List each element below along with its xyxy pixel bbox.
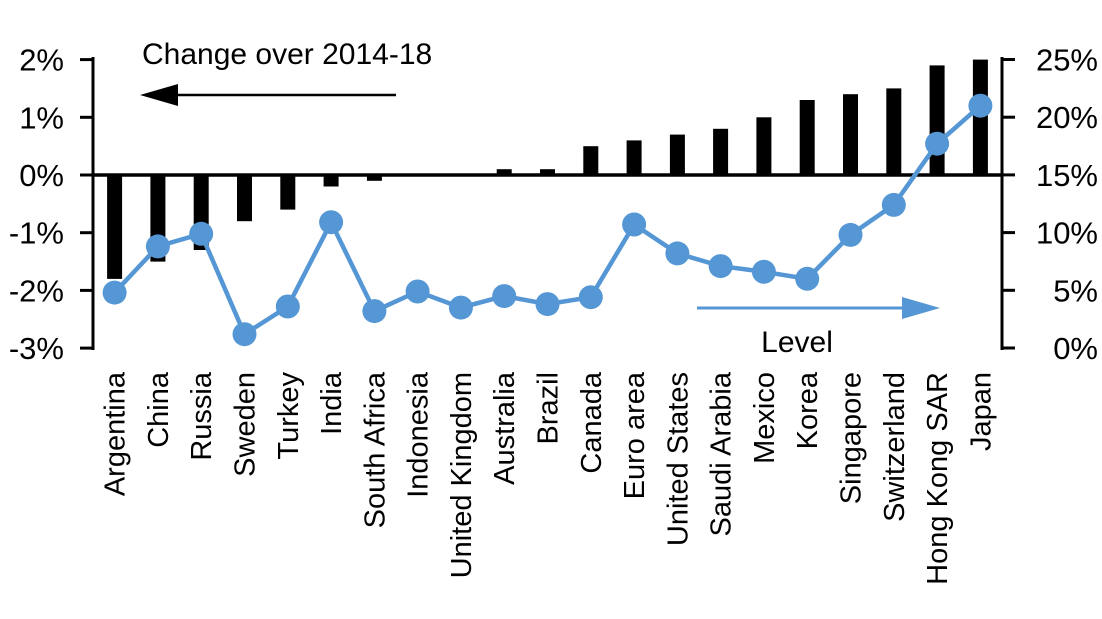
bars-layer	[107, 59, 988, 279]
left-axis-tick-label: 2%	[19, 43, 64, 78]
x-axis-label-turkey: Turkey	[273, 372, 305, 460]
x-axis-label-south-africa: South Africa	[359, 371, 391, 528]
x-axis-label-australia: Australia	[489, 371, 521, 485]
level-dot-singapore	[838, 222, 863, 247]
x-axis-label-hong-kong-sar: Hong Kong SAR	[922, 372, 954, 585]
right-axis-tick-label: 20%	[1036, 100, 1098, 135]
right-axis-tick-label: 10%	[1036, 216, 1098, 251]
x-axis-label-brazil: Brazil	[533, 372, 565, 445]
level-dot-turkey	[275, 294, 300, 319]
bar-brazil	[540, 169, 555, 175]
x-axis-label-china: China	[143, 371, 175, 448]
level-dot-japan	[968, 93, 993, 118]
x-axis-label-sweden: Sweden	[230, 372, 262, 477]
level-dot-india	[319, 210, 344, 235]
left-axis-tick-label: -3%	[9, 331, 64, 366]
x-axis-label-euro-area: Euro area	[619, 371, 651, 499]
x-axis-label-mexico: Mexico	[749, 372, 781, 464]
level-dot-russia	[189, 221, 214, 246]
left-axis-tick-label: -2%	[9, 273, 64, 308]
level-dot-mexico	[751, 259, 776, 284]
right-axis-tick-label: 0%	[1053, 331, 1098, 366]
x-axis-label-india: India	[316, 371, 348, 435]
bar-euro-area	[626, 140, 642, 175]
left-axis-tick-label: 0%	[19, 158, 64, 193]
level-dot-saudi-arabia	[708, 254, 733, 279]
axes-layer: 2% 1% 0% -1% -2% -3% 25% 20% 15% 10% 5% 0%	[9, 43, 1098, 367]
bar-switzerland	[886, 88, 902, 175]
bar-canada	[583, 146, 599, 175]
level-dot-canada	[578, 285, 603, 310]
x-axis-label-japan: Japan	[965, 372, 997, 451]
x-axis-label-united-states: United States	[662, 372, 694, 546]
bar-india	[323, 175, 339, 187]
x-axis-label-saudi-arabia: Saudi Arabia	[706, 371, 738, 536]
x-axis-label-switzerland: Switzerland	[879, 372, 911, 522]
level-dot-united-kingdom	[448, 295, 473, 320]
right-axis-tick-label: 5%	[1053, 273, 1098, 308]
x-axis-label-canada: Canada	[576, 371, 608, 473]
x-axis-label-russia: Russia	[186, 371, 218, 461]
left-arrow-head-icon	[140, 84, 178, 106]
bar-series-annotation: Change over 2014-18	[140, 38, 432, 106]
level-dot-united-states	[665, 241, 690, 266]
bar-mexico	[756, 117, 772, 175]
right-arrow-head-icon	[902, 297, 940, 319]
x-axis-label-argentina: Argentina	[100, 371, 132, 496]
x-axis-label-singapore: Singapore	[836, 372, 868, 504]
bar-united-states	[669, 134, 685, 175]
line-series-label: Level	[761, 326, 833, 359]
right-axis-tick-label: 15%	[1036, 158, 1098, 193]
left-axis-tick-label: 1%	[19, 100, 64, 135]
x-axis-label-korea: Korea	[792, 371, 824, 449]
level-dot-euro-area	[622, 212, 647, 237]
level-dot-hong-kong-sar	[925, 131, 950, 156]
level-dot-australia	[492, 284, 517, 309]
line-layer	[102, 93, 993, 347]
bar-argentina	[107, 175, 123, 279]
left-axis-tick-label: -1%	[9, 216, 64, 251]
level-dot-argentina	[102, 280, 127, 305]
bar-sweden	[237, 175, 252, 222]
bar-hong-kong-sar	[929, 65, 945, 175]
bar-korea	[799, 100, 815, 175]
level-dot-south-africa	[362, 299, 387, 324]
level-dot-sweden	[232, 322, 257, 347]
line-series-annotation: Level	[697, 297, 940, 359]
level-dot-china	[145, 234, 170, 259]
level-dot-brazil	[535, 292, 560, 317]
level-dot-korea	[795, 266, 820, 291]
bar-turkey	[280, 175, 296, 210]
right-axis-tick-label: 25%	[1036, 43, 1098, 78]
level-dot-switzerland	[881, 192, 906, 217]
bar-series-label: Change over 2014-18	[142, 38, 432, 71]
bar-singapore	[843, 94, 858, 175]
bar-australia	[496, 169, 512, 175]
x-axis-label-indonesia: Indonesia	[403, 371, 435, 498]
bar-saudi-arabia	[713, 128, 729, 175]
bar-south-africa	[366, 175, 382, 181]
level-dot-indonesia	[405, 279, 430, 304]
x-axis-labels: Argentina China Russia Sweden Turkey India Sou…	[100, 371, 998, 585]
x-axis-label-united-kingdom: United Kingdom	[446, 372, 478, 578]
